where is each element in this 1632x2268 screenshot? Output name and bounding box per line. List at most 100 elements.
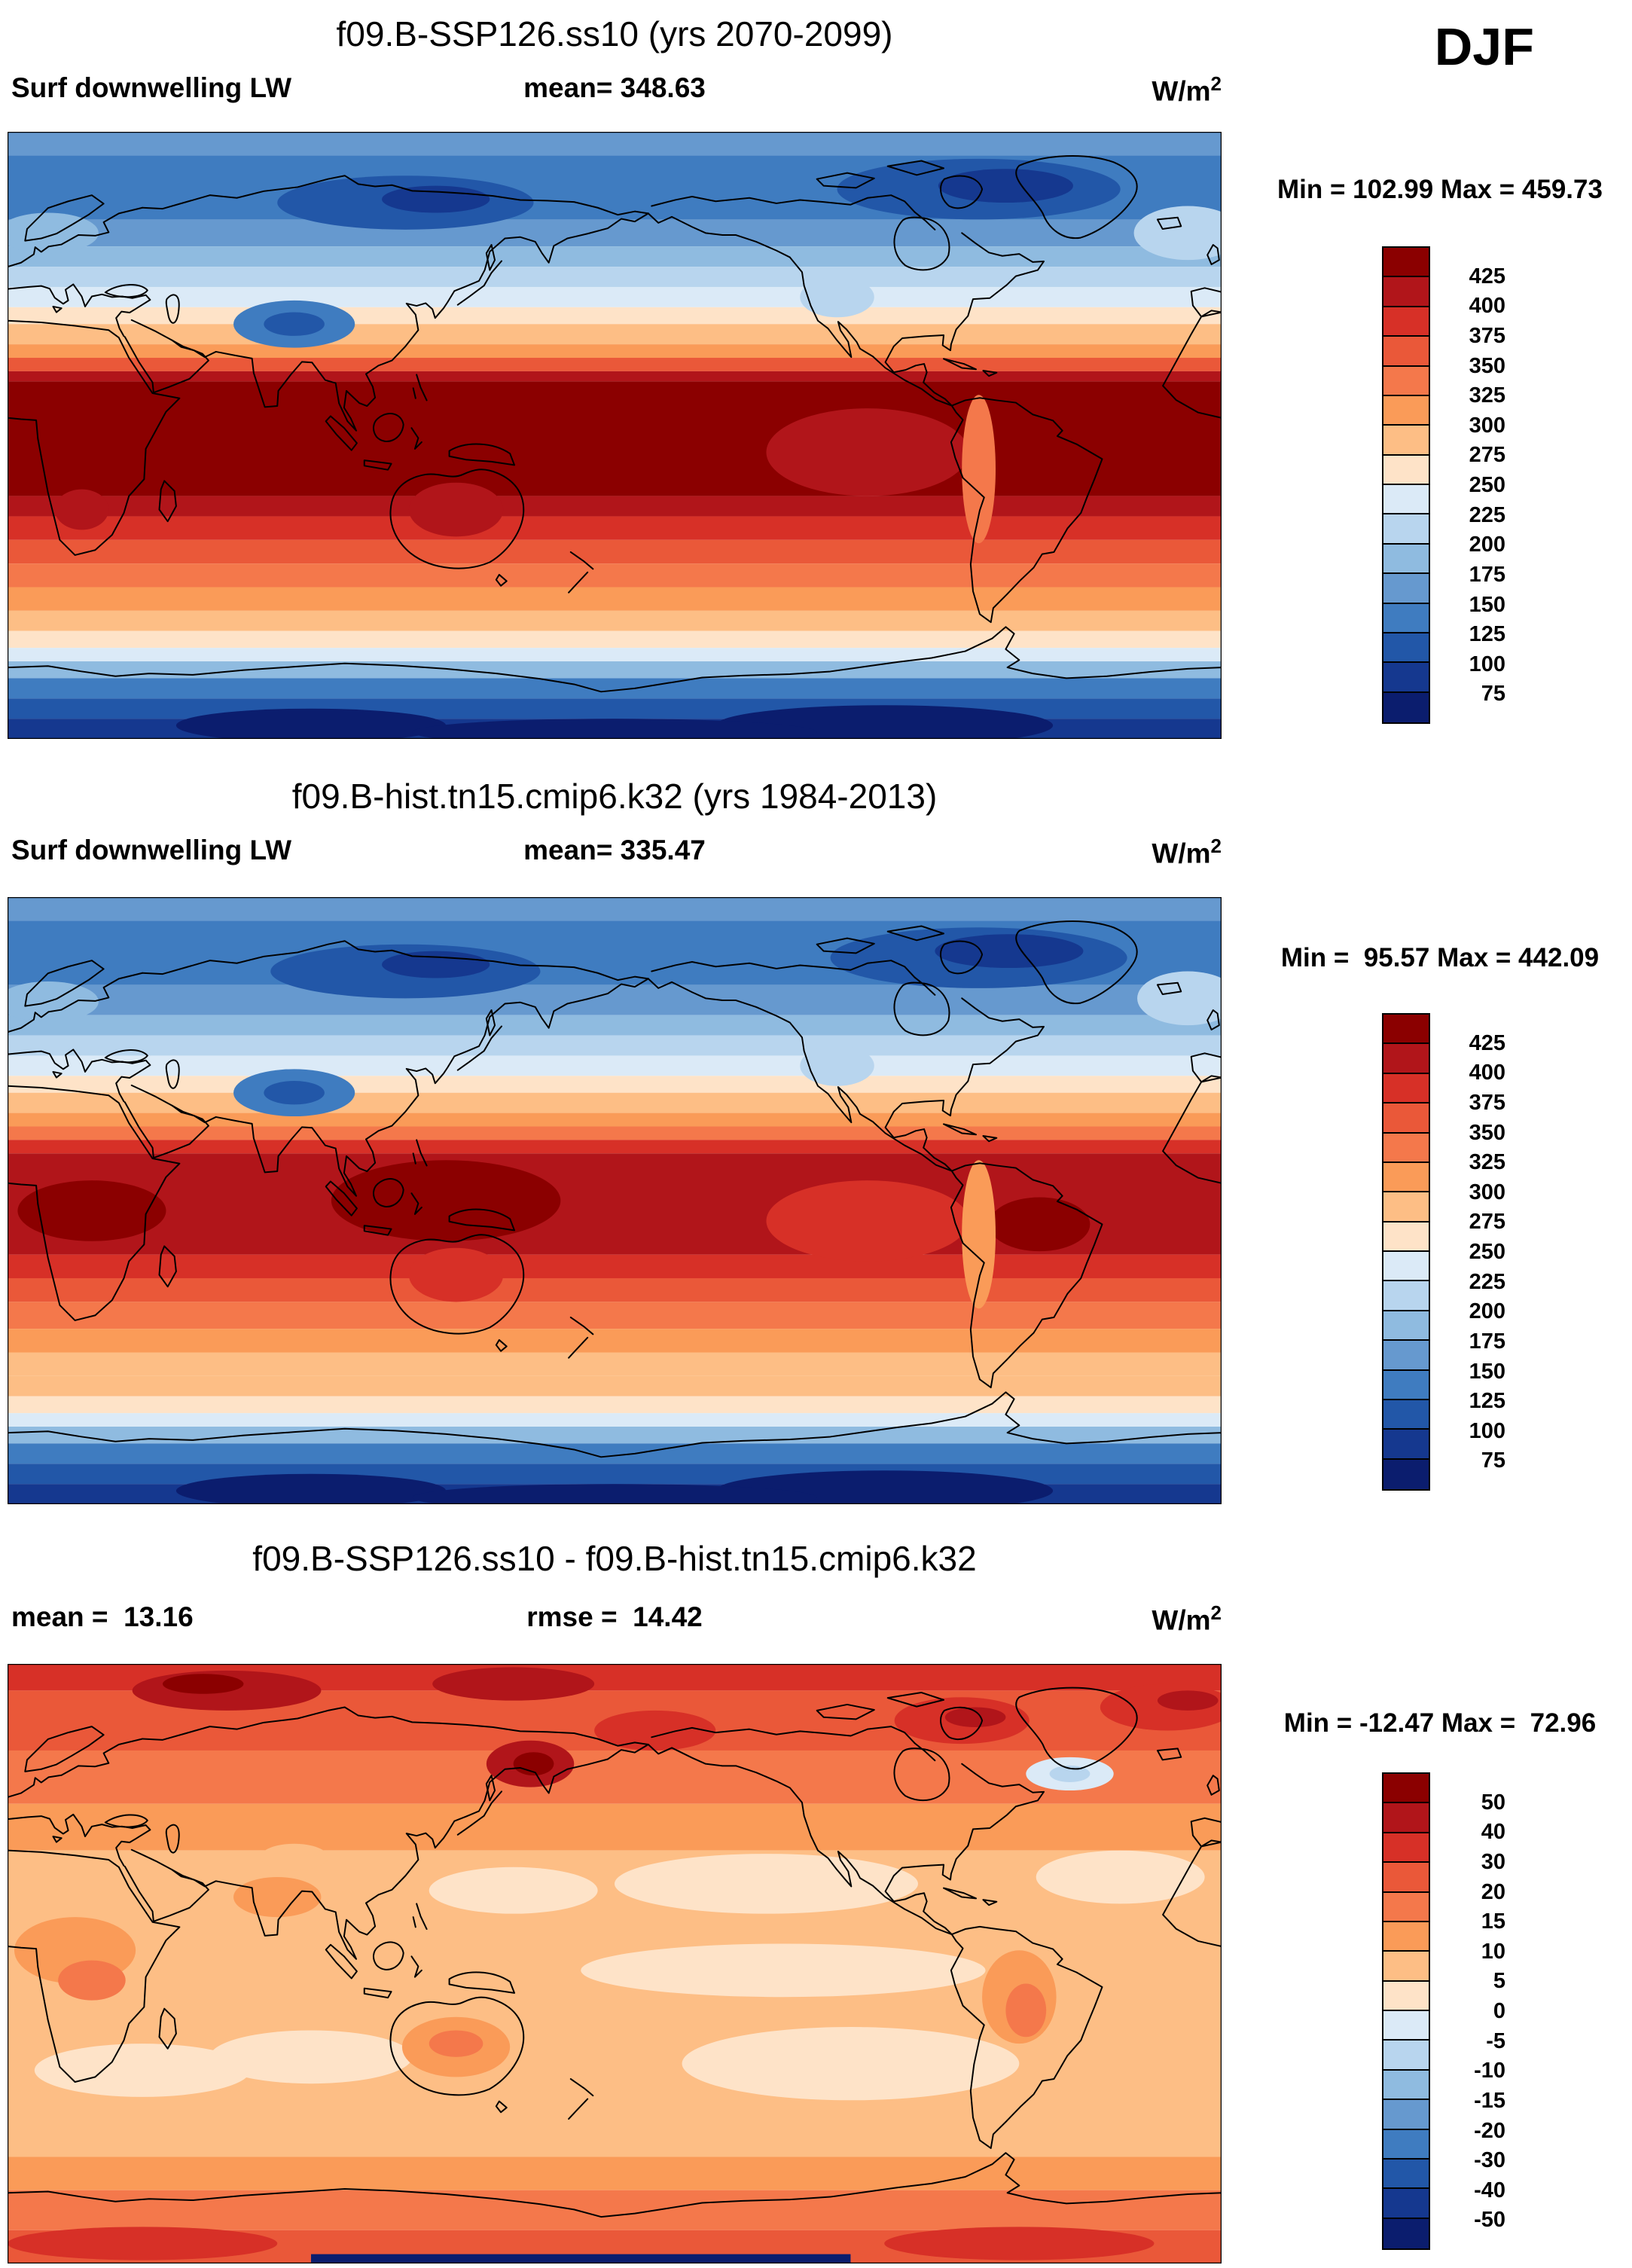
panel-1-colorbar: 425 400 375 350 325 300 275 250 225 200 175 150 125 1… xyxy=(1382,246,1555,724)
colorbar-tick-label: 325 xyxy=(1469,383,1505,408)
colorbar-cell xyxy=(1383,1222,1429,1252)
panel-3-title: f09.B-SSP126.ss10 - f09.B-hist.tn15.cmip… xyxy=(252,1539,977,1578)
colorbar-cell xyxy=(1383,1370,1429,1400)
panel-2-mean-value: mean= 335.47 xyxy=(523,835,706,865)
colorbar-cell xyxy=(1383,1133,1429,1163)
panel-3-rmse-value: rmse = 14.42 xyxy=(526,1601,703,1632)
colorbar-tick-label: 50 xyxy=(1481,1790,1505,1815)
colorbar-tick-label: 30 xyxy=(1481,1849,1505,1874)
colorbar-cell xyxy=(1383,603,1429,633)
colorbar-cell xyxy=(1383,1252,1429,1282)
colorbar-tick-label: 300 xyxy=(1469,413,1505,438)
colorbar-tick-label: 15 xyxy=(1481,1909,1505,1934)
season-label: DJF xyxy=(1434,17,1534,76)
colorbar-tick-label: 250 xyxy=(1469,1240,1505,1264)
colorbar-cell xyxy=(1383,1103,1429,1134)
colorbar-tick-label: 175 xyxy=(1469,1329,1505,1354)
colorbar-cell xyxy=(1383,1281,1429,1311)
units-exponent: 2 xyxy=(1210,1601,1222,1624)
colorbar-cell xyxy=(1383,426,1429,456)
colorbar-cell xyxy=(1383,663,1429,693)
colorbar-tick-label: 350 xyxy=(1469,353,1505,378)
colorbar-cells xyxy=(1382,1772,1430,2250)
colorbar-cell xyxy=(1383,514,1429,545)
colorbar-tick-label: 400 xyxy=(1469,1061,1505,1085)
colorbar-cell xyxy=(1383,1311,1429,1342)
panel-2-title: f09.B-hist.tn15.cmip6.k32 (yrs 1984-2013… xyxy=(291,777,938,816)
colorbar-cell xyxy=(1383,1774,1429,1804)
panel-3-mean-value: mean = 13.16 xyxy=(11,1601,194,1632)
colorbar-cell xyxy=(1383,2011,1429,2041)
colorbar-tick-label: 5 xyxy=(1493,1969,1505,1994)
colorbar-cell xyxy=(1383,1015,1429,1045)
colorbar-cell xyxy=(1383,1044,1429,1074)
colorbar-cell xyxy=(1383,1341,1429,1371)
colorbar-cell xyxy=(1383,2100,1429,2130)
colorbar-tick-label: -20 xyxy=(1474,2118,1505,2143)
colorbar-tick-label: 375 xyxy=(1469,1090,1505,1115)
colorbar-cell xyxy=(1383,692,1429,722)
colorbar-cell xyxy=(1383,248,1429,278)
colorbar-tick-label: 350 xyxy=(1469,1120,1505,1145)
panel-3-colorbar: 50 40 30 20 15 10 5 0 -5 -10 -15 -20 -30 -40 -50 xyxy=(1382,1772,1555,2250)
colorbar-cell xyxy=(1383,1863,1429,1893)
panel-1-variable-label: Surf downwelling LW xyxy=(11,72,292,103)
colorbar-tick-label: 275 xyxy=(1469,1210,1505,1235)
panel-1-title: f09.B-SSP126.ss10 (yrs 2070-2099) xyxy=(336,14,893,53)
panel-1-minmax: Min = 102.99 Max = 459.73 xyxy=(1277,175,1603,204)
panel-1-mean-value: mean= 348.63 xyxy=(523,72,706,103)
colorbar-tick-label: -50 xyxy=(1474,2208,1505,2233)
panel-2-map xyxy=(8,897,1222,1504)
colorbar-cell xyxy=(1383,1459,1429,1489)
colorbar-tick-label: 75 xyxy=(1481,682,1505,707)
panel-1-units: W/m2 xyxy=(1002,72,1222,107)
colorbar-cell xyxy=(1383,1952,1429,1982)
colorbar-tick-label: 75 xyxy=(1481,1448,1505,1473)
units-exponent: 2 xyxy=(1210,835,1222,857)
panel-3-minmax: Min = -12.47 Max = 72.96 xyxy=(1283,1708,1597,1738)
colorbar-cell xyxy=(1383,1430,1429,1460)
colorbar-cell xyxy=(1383,544,1429,575)
colorbar-tick-label: 325 xyxy=(1469,1150,1505,1175)
colorbar-tick-label: -15 xyxy=(1474,2088,1505,2113)
colorbar-cell xyxy=(1383,1192,1429,1223)
colorbar-cell xyxy=(1383,633,1429,664)
colorbar-tick-label: 100 xyxy=(1469,652,1505,676)
panel-2-units: W/m2 xyxy=(1002,835,1222,869)
colorbar-cell xyxy=(1383,337,1429,367)
colorbar-tick-label: 300 xyxy=(1469,1180,1505,1204)
colorbar-cell xyxy=(1383,2189,1429,2219)
colorbar-tick-label: 200 xyxy=(1469,533,1505,557)
colorbar-cell xyxy=(1383,366,1429,396)
colorbar-cell xyxy=(1383,1892,1429,1922)
colorbar-tick-label: -40 xyxy=(1474,2178,1505,2202)
colorbar-tick-label: 200 xyxy=(1469,1299,1505,1324)
colorbar-tick-label: 225 xyxy=(1469,1269,1505,1294)
colorbar-tick-label: 375 xyxy=(1469,323,1505,348)
panel-3-units: W/m2 xyxy=(1002,1601,1222,1636)
panel-3-map xyxy=(8,1664,1222,2263)
colorbar-tick-label: 250 xyxy=(1469,473,1505,497)
colorbar-tick-label: 0 xyxy=(1493,1999,1505,2023)
units-base: W/m xyxy=(1152,75,1211,107)
colorbar-tick-label: 425 xyxy=(1469,264,1505,288)
colorbar-cell xyxy=(1383,2218,1429,2248)
colorbar-cells xyxy=(1382,246,1430,724)
colorbar-tick-label: 150 xyxy=(1469,592,1505,617)
colorbar-cell xyxy=(1383,395,1429,426)
colorbar-tick-label: 125 xyxy=(1469,622,1505,647)
colorbar-cells xyxy=(1382,1013,1430,1491)
colorbar-cell xyxy=(1383,485,1429,515)
colorbar-cell xyxy=(1383,2070,1429,2101)
units-base: W/m xyxy=(1152,1604,1211,1636)
colorbar-tick-label: -10 xyxy=(1474,2059,1505,2083)
colorbar-tick-label: 225 xyxy=(1469,502,1505,527)
colorbar-cell xyxy=(1383,574,1429,604)
colorbar-tick-label: 425 xyxy=(1469,1030,1505,1055)
colorbar-cell xyxy=(1383,1833,1429,1864)
colorbar-cell xyxy=(1383,1803,1429,1833)
colorbar-cell xyxy=(1383,1400,1429,1430)
panel-1-map xyxy=(8,132,1222,739)
panel-2-colorbar: 425 400 375 350 325 300 275 250 225 200 175 150 125 1… xyxy=(1382,1013,1555,1491)
panel-2-variable-label: Surf downwelling LW xyxy=(11,835,292,865)
